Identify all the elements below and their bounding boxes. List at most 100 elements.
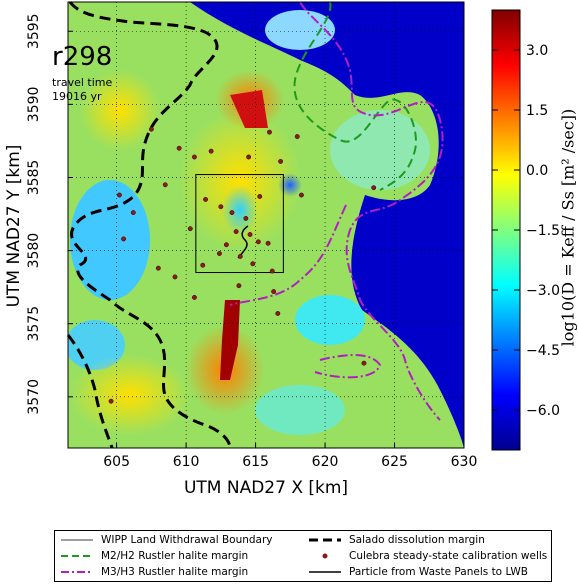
legend-label: Salado dissolution margin [349, 534, 485, 546]
colorbar-tick-label: 1.5 [526, 103, 548, 119]
x-axis: 605 610 615 620 625 630 [103, 443, 477, 470]
well-marker [155, 265, 161, 271]
well-marker [229, 210, 235, 216]
field-patch [255, 385, 345, 435]
legend-item-wipp: WIPP Land Withdrawal Boundary [61, 534, 273, 546]
well-marker [250, 261, 256, 267]
field-patch [230, 90, 268, 128]
well-marker [162, 182, 168, 188]
colorbar-tick-label: 3.0 [526, 43, 548, 59]
well-marker [255, 239, 261, 245]
y-tick-label: 3585 [26, 160, 42, 196]
well-marker [265, 240, 271, 246]
well-marker [116, 192, 122, 198]
well-marker [269, 268, 275, 274]
colorbar-tick-label: −1.5 [526, 223, 560, 239]
field-patch [80, 70, 160, 150]
well-marker [108, 398, 114, 404]
field-patch [265, 10, 335, 50]
y-tick-label: 3580 [26, 233, 42, 269]
colorbar-tick-label: 0.0 [526, 163, 548, 179]
legend-label: M2/H2 Rustler halite margin [101, 550, 249, 562]
well-marker [278, 158, 284, 164]
x-tick-label: 630 [451, 454, 478, 470]
well-marker [371, 185, 377, 191]
run-title: r298 [52, 42, 113, 72]
well-marker [121, 236, 127, 242]
m2h2-rustler-halite-margin [293, 1, 417, 191]
plot-frame [67, 1, 465, 449]
well-marker [223, 242, 229, 248]
field-patch [220, 300, 240, 380]
well-marker [267, 129, 272, 135]
field-patch [180, 110, 300, 250]
well-marker [236, 283, 242, 289]
legend-label: WIPP Land Withdrawal Boundary [101, 534, 273, 546]
legend: WIPP Land Withdrawal Boundary M2/H2 Rust… [54, 530, 552, 582]
field-patch [70, 180, 150, 300]
y-axis: 3570 3575 3580 3585 3590 3595 [26, 13, 73, 415]
x-tick-label: 605 [103, 454, 130, 470]
well-marker [208, 148, 214, 154]
legend-item-salado: Salado dissolution margin [309, 534, 485, 546]
x-tick-label: 610 [173, 454, 200, 470]
well-marker [218, 204, 224, 210]
well-marker [191, 154, 197, 160]
legend-item-m3h3: M3/H3 Rustler halite margin [61, 566, 248, 578]
well-marker [148, 126, 154, 132]
legend-label: Culebra steady-state calibration wells [349, 550, 548, 562]
well-marker [361, 360, 367, 366]
well-marker [176, 145, 182, 151]
legend-label: M3/H3 Rustler halite margin [101, 566, 249, 578]
well-marker [187, 226, 193, 232]
colorbar-tick-label: −3.0 [526, 283, 560, 299]
well-marker [200, 262, 206, 268]
well-marker [271, 289, 277, 294]
well-marker [172, 274, 178, 280]
legend-item-particle: Particle from Waste Panels to LWB [309, 566, 528, 578]
colorbar-ticks: 3.0 1.5 0.0 −1.5 −3.0 −4.5 −6.0 [492, 43, 560, 419]
calibration-wells [108, 126, 377, 404]
travel-time-annotation: travel time 19016 yr [52, 76, 112, 104]
well-marker [294, 134, 300, 139]
legend-item-m2h2: M2/H2 Rustler halite margin [61, 550, 248, 562]
well-marker [275, 311, 281, 316]
field-patch [295, 295, 365, 345]
legend-label: Particle from Waste Panels to LWB [349, 566, 528, 578]
m3h3-rustler-halite-margin [229, 204, 347, 306]
m3h3-rustler-halite-margin [314, 354, 382, 379]
x-tick-label: 615 [242, 454, 269, 470]
well-marker [298, 192, 304, 198]
well-marker [217, 251, 222, 256]
particle-path [237, 225, 249, 259]
y-tick-label: 3575 [26, 306, 42, 342]
well-marker [247, 232, 253, 237]
y-axis-title: UTM NAD27 Y [km] [4, 144, 24, 308]
salado-dissolution-margin [66, 334, 114, 449]
salado-dissolution-margin [68, 1, 232, 449]
travel-time-value: 19016 yr [52, 90, 102, 103]
field-patch [222, 185, 258, 235]
well-marker [233, 229, 239, 235]
x-tick-label: 625 [381, 454, 408, 470]
well-marker [191, 294, 197, 300]
well-marker [130, 210, 136, 216]
well-marker [203, 196, 209, 202]
well-marker [246, 154, 252, 160]
field-patch [330, 110, 430, 190]
travel-time-label: travel time [52, 76, 113, 89]
m3h3-rustler-halite-margin [299, 1, 444, 421]
legend-item-wells: Culebra steady-state calibration wells [309, 550, 547, 562]
well-marker [257, 194, 263, 199]
well-marker [243, 215, 249, 221]
colorbar-tick-label: −4.5 [526, 343, 560, 359]
colorbar-title: log10(D = Keff / Ss [m² /sec]) [558, 108, 578, 347]
x-axis-title: UTM NAD27 X [km] [183, 478, 349, 498]
y-tick-label: 3590 [26, 87, 42, 123]
heatmap-field [68, 2, 464, 448]
colorbar-tick-label: −6.0 [526, 403, 560, 419]
well-marker [237, 253, 243, 259]
x-tick-label: 620 [312, 454, 339, 470]
y-tick-label: 3595 [26, 13, 42, 49]
